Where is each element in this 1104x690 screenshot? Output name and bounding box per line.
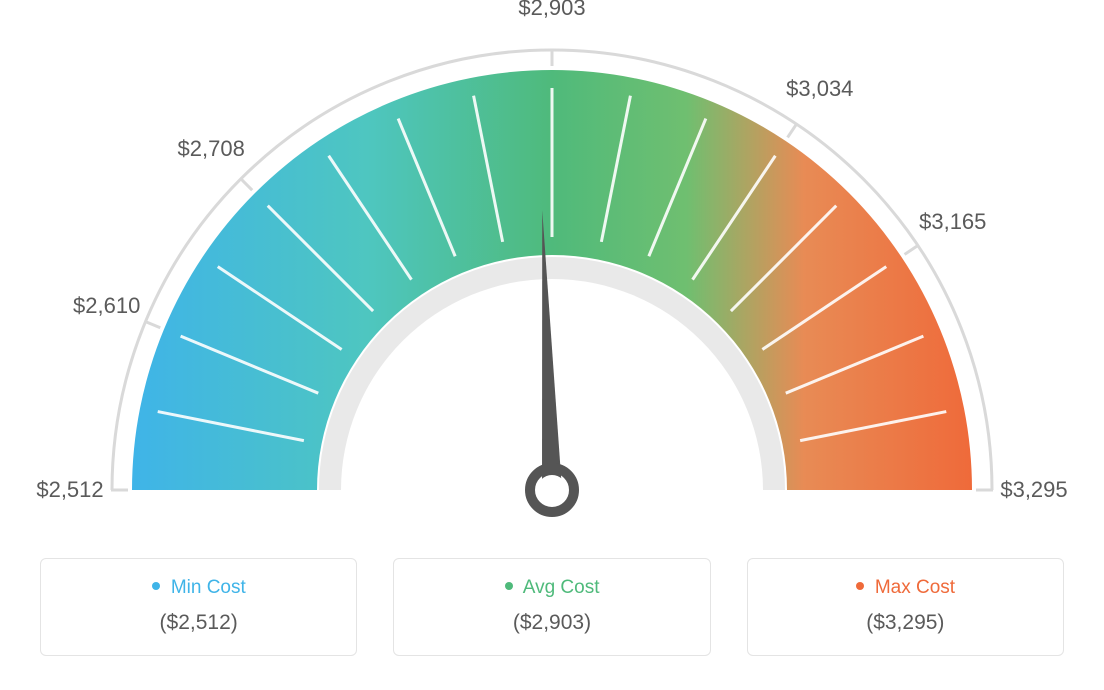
legend-label-max: Max Cost: [875, 577, 955, 598]
dot-max: [856, 582, 864, 590]
legend-value-max: ($3,295): [758, 611, 1053, 635]
legend-value-avg: ($2,903): [404, 611, 699, 635]
legend-value-min: ($2,512): [51, 611, 346, 635]
legend-title-max: Max Cost: [758, 577, 1053, 599]
dot-avg: [505, 582, 513, 590]
legend-card-min: Min Cost ($2,512): [40, 558, 357, 656]
gauge-chart: $2,512 $2,610 $2,708 $2,903 $3,034 $3,165 $3,2…: [0, 0, 1104, 540]
legend-title-min: Min Cost: [51, 577, 346, 599]
gauge-tick-label: $3,295: [1000, 477, 1067, 503]
legend-label-avg: Avg Cost: [523, 577, 600, 598]
gauge-tick-label: $2,903: [518, 0, 585, 21]
legend-card-avg: Avg Cost ($2,903): [393, 558, 710, 656]
gauge-tick-label: $2,512: [36, 477, 103, 503]
dot-min: [152, 582, 160, 590]
gauge-tick-label: $2,610: [73, 293, 140, 319]
gauge-tick-label: $3,034: [786, 76, 853, 102]
legend-label-min: Min Cost: [171, 577, 246, 598]
gauge-svg: [0, 0, 1104, 540]
legend-row: Min Cost ($2,512) Avg Cost ($2,903) Max …: [0, 558, 1104, 656]
legend-title-avg: Avg Cost: [404, 577, 699, 599]
gauge-tick-label: $3,165: [919, 209, 986, 235]
legend-card-max: Max Cost ($3,295): [747, 558, 1064, 656]
gauge-tick-label: $2,708: [178, 136, 245, 162]
